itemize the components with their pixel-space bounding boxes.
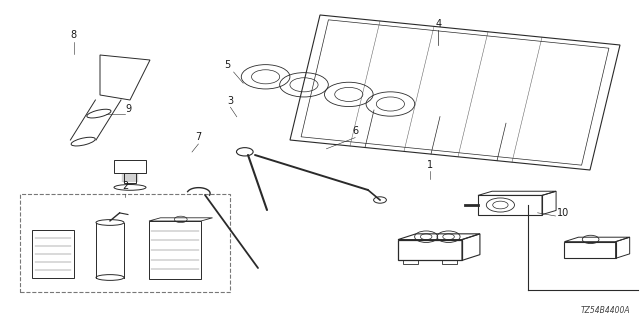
Text: 8: 8 [70, 30, 77, 40]
Text: 6: 6 [352, 126, 358, 136]
Text: 7: 7 [195, 132, 202, 142]
Text: 5: 5 [224, 60, 230, 70]
Text: 9: 9 [125, 104, 131, 114]
Bar [114, 160, 146, 173]
Text: 4: 4 [435, 19, 442, 29]
Text: TZ54B4400A: TZ54B4400A [580, 306, 630, 315]
Text: 3: 3 [227, 96, 234, 106]
Bar [442, 260, 457, 264]
Bar [20, 194, 230, 292]
Bar [124, 173, 136, 183]
Text: 10: 10 [557, 208, 569, 218]
Bar [403, 260, 419, 264]
Text: 2: 2 [122, 181, 128, 191]
Bar [32, 230, 74, 278]
Text: 1: 1 [427, 160, 433, 170]
